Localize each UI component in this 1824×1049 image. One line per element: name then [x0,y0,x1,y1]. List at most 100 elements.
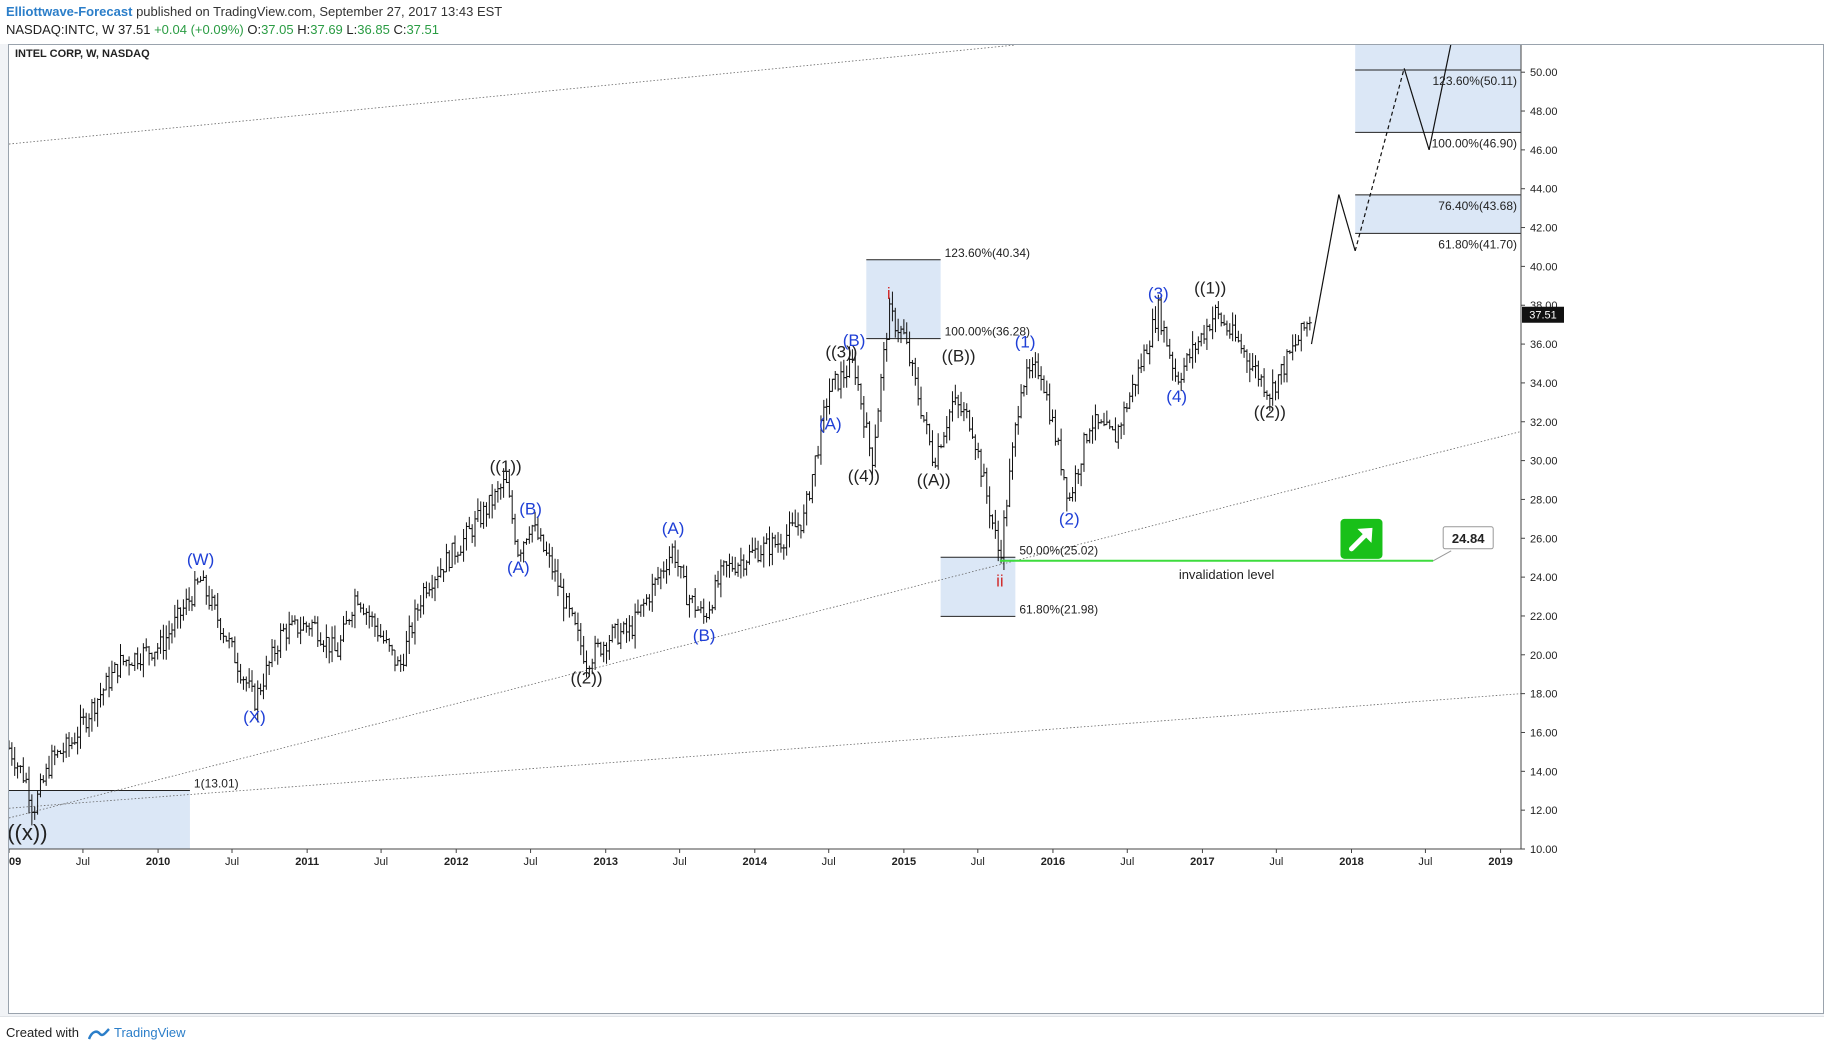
ohlc-bar [1293,334,1298,352]
ohlc-bar [264,655,269,690]
ohlc-bar [727,553,732,578]
author-link[interactable]: Elliottwave-Forecast [6,4,133,19]
ohlc-bar [398,654,403,672]
wave-label: ((2)) [570,669,602,688]
y-tick-label: 36.00 [1530,339,1558,351]
ohlc-bar [1259,374,1264,387]
ohlc-bar [1144,344,1149,355]
ohlc-bar [604,642,609,664]
ohlc-bar [1139,353,1144,374]
y-tick-label: 14.00 [1530,766,1558,778]
ohlc-bar [1307,316,1312,331]
ohlc-bar [959,391,964,417]
ohlc-bar [358,602,363,613]
ohlc-bar [52,745,57,766]
ohlc-bar [1030,357,1035,379]
ohlc-bar [664,558,669,584]
ohlc-bar [1033,352,1038,378]
chart-title: INTEL CORP, W, NASDAQ [15,48,150,60]
ohlc-bar [993,509,998,539]
ohlc-bar [295,619,300,638]
projection-segment [1310,194,1340,345]
ohlc-bar [513,513,518,545]
zone-50-level-label: 123.60%(50.11) [1432,74,1517,88]
ohlc-bar [1204,318,1209,350]
ohlc-bar [384,630,389,644]
ohlc-bar [109,660,114,691]
y-tick-label: 22.00 [1530,611,1558,623]
ohlc-bar [761,536,766,568]
ohlc-bar [1136,359,1141,395]
ohlc-bar [936,433,941,470]
ohlc-bar [152,651,157,667]
y-tick-label: 50.00 [1530,67,1558,79]
ohlc-bar [281,623,286,632]
ohlc-bar [1090,415,1095,444]
tradingview-link[interactable]: TradingView [87,1025,186,1040]
ohlc-bar [1116,424,1121,449]
ohlc-bar [12,746,17,776]
ohlc-bar [953,384,958,406]
y-tick-label: 24.00 [1530,572,1558,584]
ohlc-bar [861,395,866,438]
ohlc-bar [778,533,783,553]
wave-label: (A) [819,414,842,433]
x-tick-label: 2011 [295,856,319,868]
ohlc-bar [470,524,475,544]
high-label: H: [297,22,311,37]
ohlc-bar [1276,374,1281,400]
ohlc-bar [553,558,558,582]
tradingview-brand: TradingView [114,1025,186,1040]
ohlc-bar [916,367,921,406]
ohlc-bar [1282,356,1287,383]
chart-area[interactable]: invalidation level 24.84 1(13.01) 123.60%(4… [8,44,1824,1014]
ohlc-bar [1056,437,1061,446]
ohlc-bar [189,596,194,612]
wave-label: (4) [1166,387,1187,406]
ohlc-bar [438,558,443,578]
bullish-arrow-head [1357,527,1373,543]
ohlc-bar [567,592,572,618]
ohlc-bar [387,638,392,652]
ohlc-bar [418,595,423,618]
x-tick-label: 2014 [743,856,768,868]
ohlc-bar [833,370,838,390]
ohlc-bar [773,534,778,548]
trendline-3 [9,45,1016,145]
ohlc-bar [1013,422,1018,457]
ohlc-bar [678,565,683,579]
zone-50-box [1355,45,1521,133]
y-tick-label: 32.00 [1530,417,1558,429]
ohlc-bar [738,547,743,579]
ohlc-bar [941,431,946,448]
ohlc-bar [624,618,629,643]
x-tick-label: 2010 [146,856,170,868]
ohlc-bar [167,620,172,650]
wave-label: ((4)) [848,467,880,486]
ohlc-bar [290,615,295,626]
price-chart[interactable]: invalidation level 24.84 1(13.01) 123.60%(4… [9,45,1823,1013]
ohlc-bar [753,537,758,559]
ohlc-bar [352,588,357,629]
ohlc-bar [407,615,412,655]
ohlc-bar [473,510,478,547]
ohlc-bar [967,409,972,432]
ohlc-bar [756,540,761,563]
ohlc-bar [638,604,643,617]
symbol-price: NASDAQ:INTC, W 37.51 [6,22,155,37]
ohlc-bar [41,775,46,784]
ohlc-bar [921,415,926,423]
ohlc-bar [541,534,546,553]
ohlc-bar [178,607,183,629]
ohlc-bar [555,559,560,597]
ohlc-bar [107,666,112,698]
ohlc-bar [1182,357,1187,383]
ohlc-bar [95,698,100,727]
ohlc-bar [164,625,169,660]
x-tick-label: 2017 [1190,856,1214,868]
ohlc-bar [813,455,818,487]
ohlc-bar [172,604,177,638]
y-tick-label: 42.00 [1530,223,1558,235]
ohlc-bar [956,394,961,419]
ohlc-bar [347,618,352,625]
